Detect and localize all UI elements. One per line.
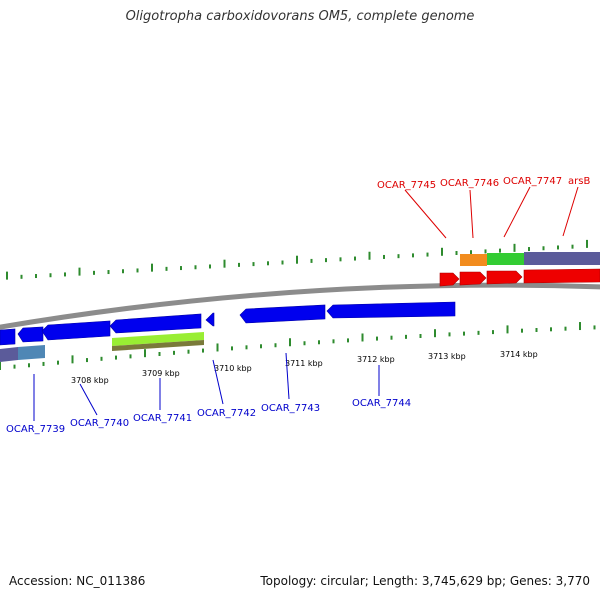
scale-label: 3713 kbp — [428, 352, 466, 361]
feature-steel — [18, 345, 45, 360]
forward-gene-labels: OCAR_7745 OCAR_7746 OCAR_7747 arsB — [377, 176, 590, 239]
feature-olive — [112, 340, 204, 351]
gene-arrow[interactable] — [486, 270, 523, 285]
feature-orange — [460, 254, 487, 266]
gene-label-ocar-7747[interactable]: OCAR_7747 — [503, 176, 562, 187]
leader-line — [404, 189, 447, 239]
leader-line — [285, 352, 290, 400]
leader-line — [503, 186, 531, 238]
gene-arrow[interactable] — [459, 271, 487, 286]
gene-label-ocar-7743[interactable]: OCAR_7743 — [261, 403, 320, 414]
gene-arrow[interactable] — [17, 326, 44, 343]
gene-arrow[interactable] — [439, 272, 460, 287]
accession-text: Accession: NC_011386 — [9, 574, 146, 588]
leader-line — [469, 189, 474, 239]
gene-arrow[interactable] — [205, 312, 215, 327]
gene-arrow[interactable] — [326, 301, 456, 319]
topology-text: Topology: circular; Length: 3,745,629 bp… — [260, 574, 590, 588]
feature-purple — [524, 252, 600, 265]
scale-label: 3714 kbp — [500, 350, 538, 359]
scale-label: 3709 kbp — [142, 369, 180, 378]
reverse-gene-labels: OCAR_7739 OCAR_7740 OCAR_7741 OCAR_7742 … — [6, 352, 411, 435]
map-title: Oligotropha carboxidovorans OM5, complet… — [125, 9, 475, 24]
leader-line — [212, 359, 224, 405]
gene-label-ocar-7742[interactable]: OCAR_7742 — [197, 408, 256, 419]
gene-arrow[interactable] — [109, 313, 202, 334]
scale-labels: 3708 kbp 3709 kbp 3710 kbp 3711 kbp 3712… — [71, 350, 538, 385]
scale-label: 3710 kbp — [214, 364, 252, 373]
gene-arrow[interactable] — [523, 268, 600, 284]
feature-purple-left — [0, 347, 18, 362]
gene-label-ocar-7741[interactable]: OCAR_7741 — [133, 413, 192, 424]
leader-line — [79, 383, 98, 416]
leader-line — [562, 186, 579, 237]
scale-label: 3708 kbp — [71, 376, 109, 385]
gene-label-ocar-7739[interactable]: OCAR_7739 — [6, 424, 65, 435]
forward-strand-genes — [439, 268, 600, 287]
gene-arrow[interactable] — [41, 320, 111, 341]
feature-green — [487, 253, 524, 265]
gene-arrow[interactable] — [239, 304, 326, 324]
gene-label-ocar-7746[interactable]: OCAR_7746 — [440, 178, 499, 189]
gene-label-ocar-7744[interactable]: OCAR_7744 — [352, 398, 411, 409]
gene-label-ocar-7745[interactable]: OCAR_7745 — [377, 180, 436, 191]
inner-tick-ring — [0, 322, 596, 370]
genome-backbone — [0, 282, 600, 330]
scale-label: 3712 kbp — [357, 355, 395, 364]
gene-label-arsb[interactable]: arsB — [568, 176, 590, 187]
gene-label-ocar-7740[interactable]: OCAR_7740 — [70, 418, 129, 429]
reverse-strand-genes — [0, 301, 456, 346]
scale-label: 3711 kbp — [285, 359, 323, 368]
outer-tick-ring — [6, 239, 588, 280]
feature-lime — [112, 332, 204, 346]
gene-arrow[interactable] — [0, 328, 16, 346]
feature-tracks — [0, 252, 600, 362]
